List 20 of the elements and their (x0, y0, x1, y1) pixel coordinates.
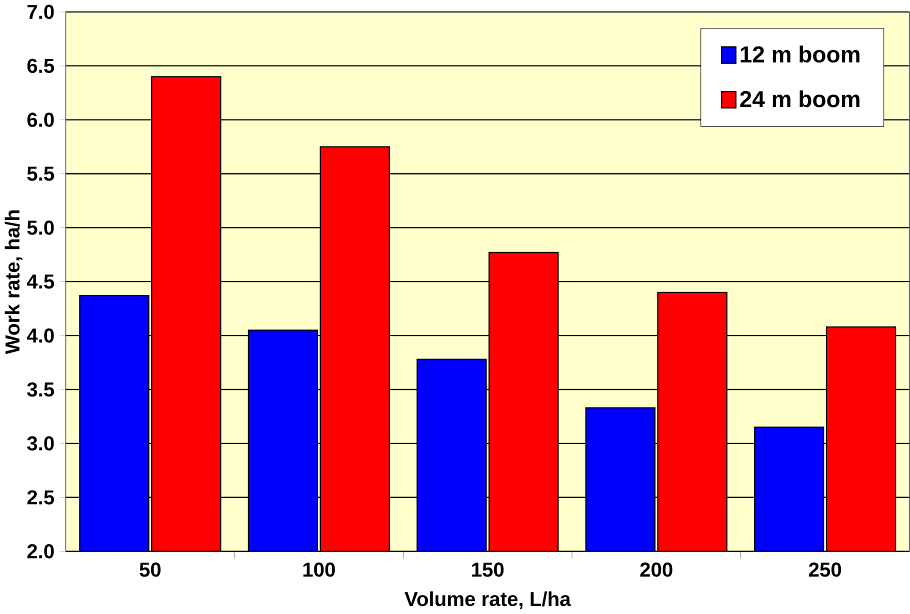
x-tick-label: 200 (640, 562, 672, 577)
legend-label: 24 m boom (740, 90, 860, 108)
y-tick-label: 5.5 (27, 166, 54, 181)
y-tick-label: 6.0 (27, 112, 54, 127)
y-tick-label: 6.5 (27, 58, 54, 74)
y-tick-label: 5.0 (27, 220, 54, 235)
y-tick-label: 7.0 (27, 4, 54, 20)
y-tick-label: 2.0 (27, 544, 54, 558)
x-axis-title: Volume rate, L/ha (404, 591, 571, 610)
x-tick-label: 150 (472, 562, 504, 577)
x-tick-label: 50 (140, 562, 161, 577)
y-tick-label: 2.5 (27, 490, 54, 505)
y-axis-title: Work rate, ha/h (4, 210, 23, 354)
y-tick-label: 3.0 (27, 436, 54, 451)
legend-label: 12 m boom (740, 46, 860, 63)
x-tick-label: 100 (303, 562, 335, 577)
y-tick-label: 4.5 (26, 274, 54, 289)
y-tick-label: 3.5 (27, 382, 54, 397)
y-tick-label: 4.0 (26, 328, 54, 343)
x-tick-label: 250 (808, 562, 842, 577)
